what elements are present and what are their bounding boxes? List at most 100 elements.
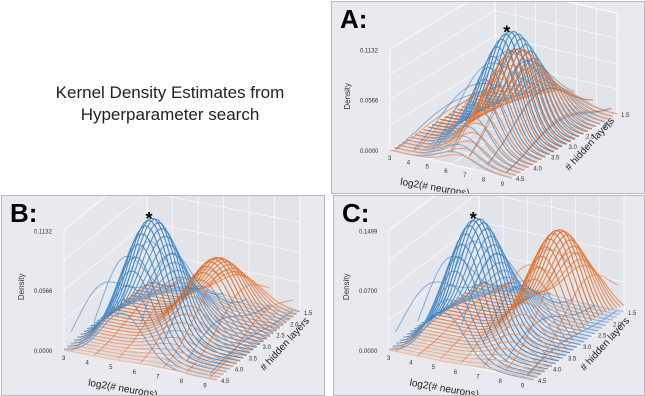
- grid-line: [389, 2, 469, 50]
- x-tick-label: 5: [432, 365, 436, 371]
- grid-line: [388, 196, 435, 231]
- grid-line: [146, 251, 301, 283]
- z-tick-label: 0.0566: [34, 289, 53, 295]
- ridge-line-blue: [396, 284, 542, 376]
- y-tick-label: 3.0: [263, 345, 272, 351]
- grid-line: [389, 10, 496, 75]
- z-axis-label: Density: [342, 273, 351, 300]
- x-tick-label: 4: [86, 361, 90, 367]
- panel-b-label: B:: [10, 198, 38, 228]
- slice-line-blue: [417, 255, 508, 322]
- peak-marker: *: [503, 22, 510, 42]
- caption-line-2: Hyperparameter search: [80, 105, 260, 124]
- slice-line-orange: [469, 67, 575, 157]
- slice-line-orange: [487, 88, 593, 165]
- slice-line-blue: [469, 59, 575, 156]
- ridge-line-blue: [127, 282, 281, 329]
- grid-line: [63, 221, 148, 291]
- ridge-line-blue: [73, 270, 228, 373]
- figure-caption: Kernel Density Estimates from Hyperparam…: [40, 82, 300, 126]
- ridge-line-blue: [87, 224, 241, 362]
- grid-line: [63, 196, 107, 231]
- x-tick-label: 5: [426, 165, 430, 171]
- ridge-line-orange: [146, 274, 301, 313]
- x-axis-label: log2(# neurons): [399, 177, 470, 193]
- x-tick-label: 6: [454, 370, 458, 376]
- slice-line-orange: [186, 284, 270, 373]
- ridge-line-blue: [465, 50, 588, 133]
- x-axis-label: log2(# neurons): [409, 378, 480, 395]
- slice-line-blue: [506, 108, 612, 173]
- z-tick-label: 0.1499: [359, 229, 378, 235]
- ridge-line-orange: [123, 256, 277, 331]
- slice-line-blue: [504, 304, 596, 362]
- panel-b: * 0.1132 0.0566 0.0000 Density 3 4 5 6 7 8 9 1.5 2.0 2…: [1, 195, 325, 396]
- y-tick-label: 1.5: [621, 113, 630, 119]
- y-tick-label: 3.0: [569, 145, 578, 151]
- slice-line-orange: [483, 248, 574, 367]
- x-tick-label: 3: [62, 356, 66, 362]
- ridge-line-orange: [410, 333, 556, 361]
- peak-marker: *: [146, 209, 153, 229]
- x-tick-label: 8: [180, 379, 184, 385]
- panel-c-chart: * 0.1499 0.0700 0.0000 Density 3 4 5 6 7 8 9 1.5 2.0 2…: [342, 196, 637, 395]
- ridge-line-orange: [457, 230, 603, 314]
- ridge-line-orange: [103, 287, 257, 347]
- x-tick-label: 9: [501, 182, 505, 188]
- ridge-line-orange: [414, 324, 560, 357]
- y-tick-label: 3.5: [249, 356, 258, 362]
- ridge-line-orange: [419, 90, 542, 161]
- ridge-curves: [389, 30, 618, 179]
- slice-line-orange: [163, 269, 247, 368]
- slice-line-orange: [450, 64, 557, 153]
- slice-line-blue: [140, 252, 224, 325]
- ridge-line-blue: [417, 219, 563, 359]
- x-tick-label: 3: [388, 156, 392, 162]
- slice-line-orange: [461, 264, 552, 363]
- y-tick-label: 2.5: [276, 334, 285, 340]
- slice-line-orange: [505, 251, 596, 371]
- x-axis-label: log2(# neurons): [87, 378, 158, 395]
- slice-line-orange: [93, 280, 178, 356]
- y-tick-label: 4.5: [516, 177, 525, 183]
- ridge-line-blue: [431, 46, 555, 153]
- ridge-line-orange: [417, 313, 564, 353]
- ridge-line-blue: [388, 312, 535, 381]
- slice-line-blue: [395, 280, 486, 332]
- x-tick-label: 7: [463, 173, 467, 179]
- ridge-line-orange: [403, 338, 549, 368]
- y-tick-label: 4.5: [221, 379, 230, 385]
- slice-line-orange: [506, 107, 612, 173]
- y-tick-label: 4.0: [534, 166, 543, 172]
- y-tick-label: 4.5: [538, 379, 547, 385]
- x-tick-label: 8: [482, 178, 486, 184]
- ridge-line-blue: [460, 286, 607, 327]
- x-tick-label: 6: [133, 370, 137, 376]
- grid-line: [418, 327, 565, 358]
- grid-line: [433, 315, 580, 347]
- y-tick-label: 2.5: [586, 134, 595, 140]
- slice-line-orange: [395, 281, 486, 352]
- y-tick-label: 4.0: [235, 368, 244, 374]
- x-tick-label: 4: [409, 361, 413, 367]
- ridge-line-blue: [439, 244, 585, 343]
- z-tick-label: 0.0700: [359, 289, 378, 295]
- panel-a-label: A:: [340, 4, 368, 34]
- panel-b-chart: * 0.1132 0.0566 0.0000 Density 3 4 5 6 7 8 9 1.5 2.0 2…: [17, 196, 313, 395]
- ridge-line-orange: [464, 239, 611, 311]
- ridge-line-blue: [424, 218, 571, 354]
- grid-line: [388, 196, 475, 261]
- z-tick-label: 0.0000: [359, 349, 378, 355]
- ridge-curves: [63, 217, 301, 381]
- ridge-line-orange: [388, 349, 535, 381]
- x-tick-label: 6: [444, 169, 448, 175]
- ridge-line-orange: [392, 346, 538, 378]
- y-tick-label: 3.0: [583, 345, 592, 351]
- slice-line-blue: [116, 240, 201, 317]
- panel-c: * 0.1499 0.0700 0.0000 Density 3 4 5 6 7 8 9 1.5 2.0 2…: [333, 195, 645, 396]
- panel-a: * 0.1132 0.0566 0.0000 Density 3 4 5 6 7 8 9 1.5 2.0 2…: [331, 1, 645, 194]
- x-tick-label: 5: [109, 365, 113, 371]
- ridge-line-blue: [435, 235, 581, 346]
- ridge-line-orange: [398, 140, 521, 174]
- slice-line-orange: [432, 78, 538, 153]
